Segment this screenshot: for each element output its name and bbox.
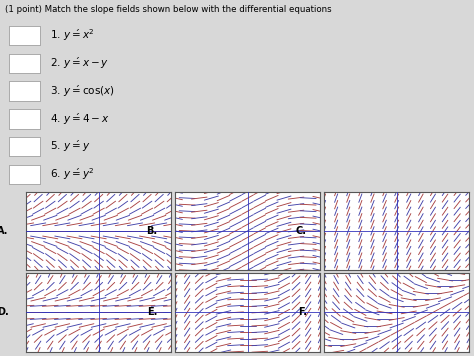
Text: 4. $y\'= 4 - x$: 4. $y\'= 4 - x$ xyxy=(50,111,109,126)
Text: (1 point) Match the slope fields shown below with the differential equations: (1 point) Match the slope fields shown b… xyxy=(5,5,331,14)
Text: 1. $y\'= x^2$: 1. $y\'= x^2$ xyxy=(50,28,94,43)
Text: 6. $y\'= y^2$: 6. $y\'= y^2$ xyxy=(50,167,94,182)
Text: 5. $y\'= y$: 5. $y\'= y$ xyxy=(50,139,90,154)
Text: D.: D. xyxy=(0,307,9,318)
Text: C.: C. xyxy=(296,226,307,236)
Text: 3. $y\'= \cos(x)$: 3. $y\'= \cos(x)$ xyxy=(50,84,115,99)
Text: B.: B. xyxy=(146,226,158,236)
Text: 2. $y\'= x - y$: 2. $y\'= x - y$ xyxy=(50,56,109,71)
Text: E.: E. xyxy=(147,307,158,318)
Text: A.: A. xyxy=(0,226,9,236)
Text: F.: F. xyxy=(298,307,307,318)
